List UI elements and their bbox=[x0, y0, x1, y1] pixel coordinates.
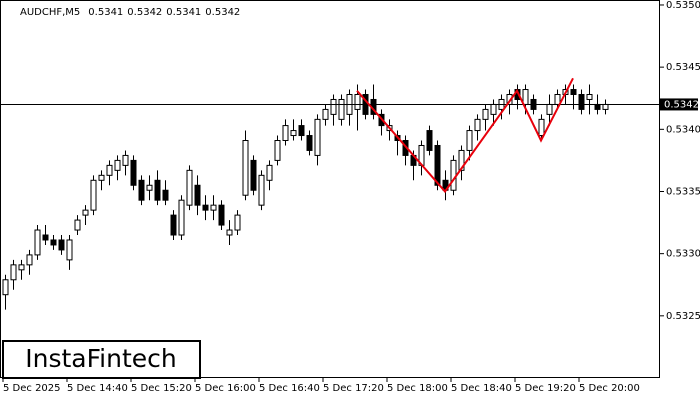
candle-body bbox=[98, 174, 105, 181]
candle-body bbox=[482, 108, 489, 120]
candle-body bbox=[266, 164, 273, 181]
x-tick-label: 5 Dec 18:40 bbox=[451, 383, 512, 394]
candle-body bbox=[2, 279, 9, 296]
candle-body bbox=[218, 204, 225, 226]
candle-body bbox=[338, 98, 345, 120]
candle-body bbox=[458, 149, 465, 171]
candle-body bbox=[210, 204, 217, 211]
pattern-line bbox=[356, 77, 574, 194]
candle-body bbox=[570, 89, 577, 95]
y-tick-label: 0.5325 bbox=[666, 311, 700, 322]
chart-header: AUDCHF,M5 0.5341 0.5342 0.5341 0.5342 bbox=[20, 7, 240, 18]
candle-body bbox=[602, 103, 609, 110]
header-close: 0.5342 bbox=[205, 7, 240, 18]
y-tick-label: 0.5340 bbox=[666, 124, 700, 135]
x-tick-label: 5 Dec 18:00 bbox=[387, 383, 448, 394]
candle-body bbox=[522, 89, 529, 105]
candle-body bbox=[130, 159, 137, 186]
candle-body bbox=[322, 108, 329, 120]
x-tick-label: 5 Dec 19:20 bbox=[515, 383, 576, 394]
header-open: 0.5341 bbox=[88, 7, 123, 18]
candle-body bbox=[122, 154, 129, 166]
header-high: 0.5342 bbox=[127, 7, 162, 18]
candle-body bbox=[34, 229, 41, 256]
candle-body bbox=[474, 118, 481, 132]
candle-body bbox=[314, 118, 321, 156]
candle-body bbox=[114, 159, 121, 171]
candle-body bbox=[50, 239, 57, 246]
candle-body bbox=[106, 164, 113, 176]
candle-body bbox=[162, 189, 169, 201]
candle-body bbox=[26, 254, 33, 266]
candle-body bbox=[10, 264, 17, 281]
candle-body bbox=[90, 179, 97, 211]
y-tick-label: 0.5345 bbox=[666, 62, 700, 73]
candle-body bbox=[226, 229, 233, 236]
candle-body bbox=[194, 184, 201, 206]
candle-body bbox=[282, 125, 289, 142]
candle-body bbox=[258, 174, 265, 206]
candle-body bbox=[490, 103, 497, 115]
x-tick-label: 5 Dec 16:40 bbox=[259, 383, 320, 394]
candle-body bbox=[202, 204, 209, 211]
candle-body bbox=[298, 125, 305, 137]
y-tick-label: 0.5335 bbox=[666, 186, 700, 197]
candle-body bbox=[186, 169, 193, 206]
candle-body bbox=[466, 130, 473, 151]
candle-body bbox=[450, 159, 457, 191]
candle-body bbox=[234, 214, 241, 231]
candle-body bbox=[290, 130, 297, 137]
x-tick-label: 5 Dec 17:20 bbox=[323, 383, 384, 394]
candle-body bbox=[242, 140, 249, 196]
price-label-box bbox=[660, 98, 698, 111]
candle-body bbox=[42, 234, 49, 241]
candle-body bbox=[546, 103, 553, 115]
plot-frame bbox=[0, 0, 660, 378]
y-tick-label: 0.5350 bbox=[666, 0, 700, 11]
candle-body bbox=[354, 94, 361, 110]
candle-body bbox=[586, 94, 593, 100]
candle-body bbox=[146, 184, 153, 191]
candle-body bbox=[434, 144, 441, 186]
price-label: 0.5342 bbox=[664, 99, 699, 110]
candle-body bbox=[178, 199, 185, 236]
candle-body bbox=[74, 219, 81, 231]
candle-body bbox=[66, 239, 73, 261]
candle-body bbox=[170, 214, 177, 236]
candle-body bbox=[578, 94, 585, 110]
candle-body bbox=[538, 118, 545, 137]
x-tick-label: 5 Dec 15:20 bbox=[131, 383, 192, 394]
symbol-title: AUDCHF,M5 bbox=[20, 7, 80, 18]
y-tick-label: 0.5330 bbox=[666, 249, 700, 260]
candle-body bbox=[18, 264, 25, 271]
candle-body bbox=[82, 209, 89, 216]
x-tick-label: 5 Dec 2025 bbox=[3, 383, 61, 394]
x-tick-label: 5 Dec 14:40 bbox=[67, 383, 128, 394]
candle-body bbox=[306, 135, 313, 151]
watermark-box bbox=[2, 340, 201, 379]
candle-body bbox=[274, 140, 281, 161]
header-low: 0.5341 bbox=[166, 7, 201, 18]
x-tick-label: 5 Dec 20:00 bbox=[579, 383, 640, 394]
candle-body bbox=[426, 130, 433, 151]
candle-body bbox=[330, 98, 337, 115]
candle-body bbox=[154, 179, 161, 201]
watermark: InstaFintech bbox=[25, 344, 177, 373]
candle-body bbox=[138, 179, 145, 201]
x-tick-label: 5 Dec 16:00 bbox=[195, 383, 256, 394]
candle-body bbox=[250, 159, 257, 191]
candle-body bbox=[58, 239, 65, 251]
candle-body bbox=[594, 103, 601, 110]
